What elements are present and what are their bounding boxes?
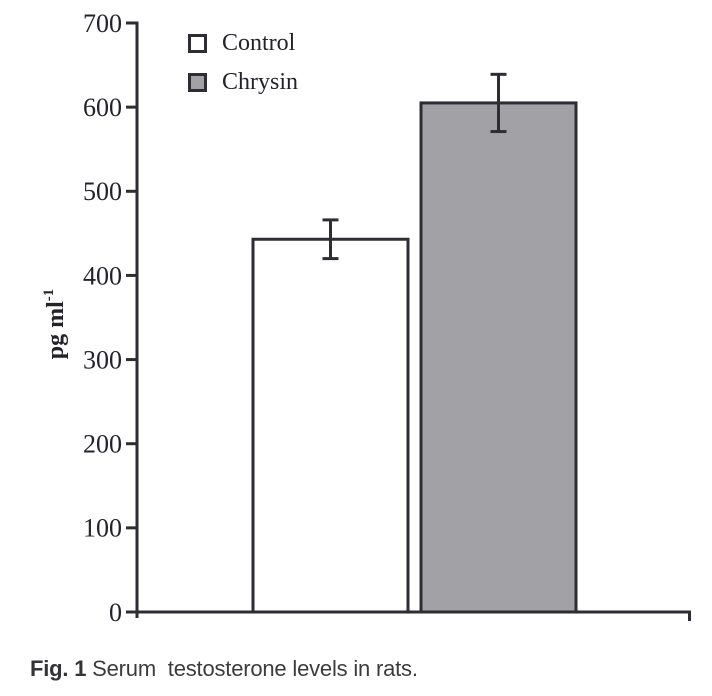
control-swatch [188,33,207,53]
y-tick-label-500: 500 [83,177,122,206]
y-axis-title-superscript: -1 [41,288,57,302]
bar-chart: 0 100 200 300 400 500 600 700 [83,9,691,627]
y-tick-label-300: 300 [83,345,122,374]
caption-text: Serum testosterone levels in rats. [92,656,418,681]
caption-label: Fig. 1 [30,656,87,681]
bar-control [251,237,410,614]
y-tick-label-100: 100 [83,514,122,543]
figure-caption: Fig. 1 Serum testosterone levels in rats… [30,656,418,682]
y-tick-label-400: 400 [83,261,122,290]
legend-item-chrysin: Chrysin [188,69,298,95]
legend-item-control: Control [188,30,298,56]
y-tick-label-700: 700 [83,9,122,38]
chart-legend: Control Chrysin [188,30,298,95]
bar-chrysin [419,101,578,614]
y-tick-label-200: 200 [83,430,122,459]
y-axis-title: pg ml-1 [41,288,70,360]
chrysin-swatch [188,72,207,92]
y-tick-label-600: 600 [83,93,122,122]
y-axis-title-base: pg ml [43,301,69,360]
legend-label-control: Control [222,30,296,56]
y-tick-label-0: 0 [109,598,122,627]
legend-label-chrysin: Chrysin [222,69,299,95]
